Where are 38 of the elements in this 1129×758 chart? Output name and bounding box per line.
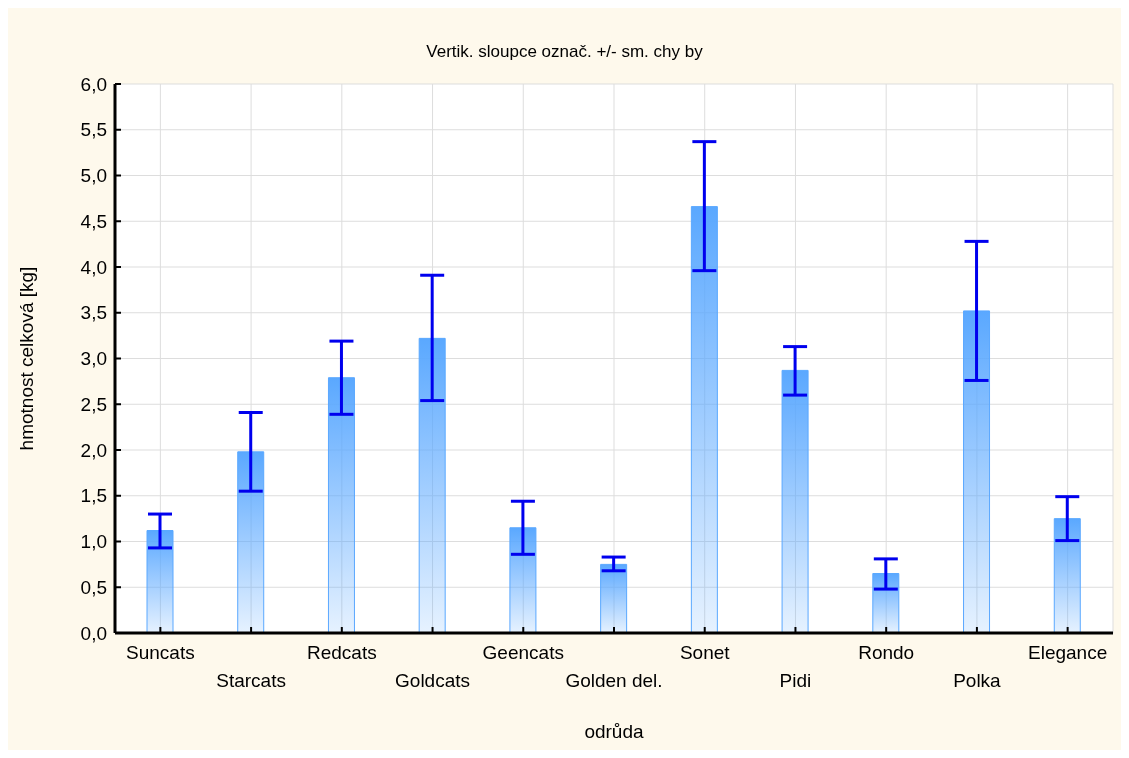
y-tick-label: 6,0	[80, 73, 107, 95]
x-tick-label: Geencats	[482, 642, 564, 663]
y-tick-label: 4,0	[80, 256, 107, 278]
x-tick-label: Elegance	[1028, 642, 1108, 663]
bar	[509, 527, 537, 633]
x-axis-title: odrůda	[584, 721, 645, 742]
chart-title: Vertik. sloupce označ. +/- sm. chy by	[425, 42, 704, 62]
y-tick-label: 5,0	[80, 165, 107, 187]
y-tick-label: 4,5	[80, 210, 107, 232]
y-tick-label: 3,0	[80, 348, 107, 370]
bar	[327, 377, 355, 633]
bar	[963, 310, 991, 633]
bar	[1053, 518, 1081, 633]
x-tick-label: Sonet	[679, 642, 731, 663]
y-tick-label: 0,0	[80, 622, 107, 644]
x-tick-label: Rondo	[858, 642, 915, 663]
bar	[781, 369, 809, 633]
y-tick-label: 2,0	[80, 439, 107, 461]
x-tick-label: Polka	[953, 670, 1002, 691]
x-tick-label: Golden del.	[565, 670, 663, 691]
y-tick-label: 3,5	[80, 302, 107, 324]
x-tick-label: Suncats	[126, 642, 195, 663]
y-tick-label: 2,5	[80, 393, 107, 415]
bar	[872, 573, 900, 633]
x-tick-label: Redcats	[306, 642, 377, 663]
bar	[237, 451, 265, 633]
bar	[418, 337, 446, 633]
x-tick-label: Pidi	[779, 670, 812, 691]
x-tick-label: Goldcats	[395, 670, 471, 691]
bar	[690, 206, 718, 633]
y-tick-label: 5,5	[80, 119, 107, 141]
y-tick-label: 1,0	[80, 531, 107, 553]
y-tick-label: 0,5	[80, 576, 107, 598]
x-tick-label: Starcats	[216, 670, 286, 691]
y-axis-title: hmotnost celková [kg]	[15, 266, 37, 451]
bar	[146, 530, 174, 633]
y-tick-label: 1,5	[80, 485, 107, 507]
bar	[600, 563, 628, 633]
